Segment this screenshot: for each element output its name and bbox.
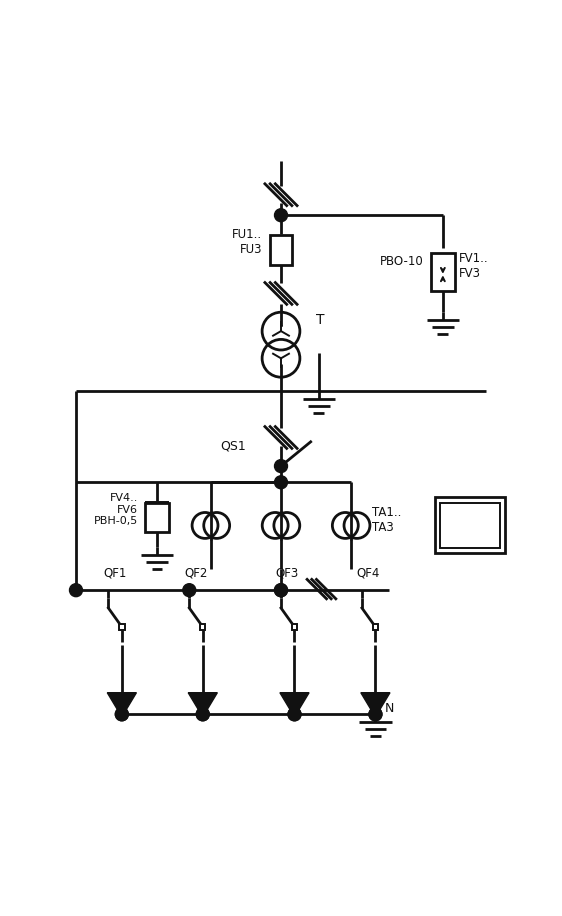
Text: QF2: QF2 bbox=[184, 566, 207, 580]
Bar bbox=[373, 624, 378, 629]
Text: FU1..
FU3: FU1.. FU3 bbox=[232, 228, 262, 256]
Bar bbox=[119, 624, 125, 629]
Text: PBO-10: PBO-10 bbox=[380, 255, 424, 267]
Circle shape bbox=[369, 708, 382, 721]
Circle shape bbox=[183, 583, 196, 596]
Bar bbox=[292, 624, 297, 629]
Polygon shape bbox=[107, 692, 137, 717]
Text: QF4: QF4 bbox=[357, 566, 380, 580]
Circle shape bbox=[288, 708, 301, 721]
Polygon shape bbox=[361, 692, 390, 717]
Circle shape bbox=[115, 708, 128, 721]
Text: QF1: QF1 bbox=[103, 566, 126, 580]
Bar bbox=[200, 624, 206, 629]
Circle shape bbox=[369, 708, 382, 721]
Text: FV1..
FV3: FV1.. FV3 bbox=[459, 253, 489, 280]
Circle shape bbox=[274, 209, 288, 222]
Polygon shape bbox=[188, 692, 217, 717]
Circle shape bbox=[196, 708, 209, 721]
Polygon shape bbox=[280, 692, 309, 717]
Text: TA1..
TA3: TA1.. TA3 bbox=[371, 506, 401, 534]
Circle shape bbox=[70, 583, 83, 596]
Text: FV4..
FV6
PBH-0,5: FV4.. FV6 PBH-0,5 bbox=[94, 493, 138, 527]
Circle shape bbox=[274, 460, 288, 473]
Circle shape bbox=[196, 708, 209, 721]
Bar bbox=[440, 503, 500, 548]
Text: T: T bbox=[316, 313, 325, 327]
Circle shape bbox=[288, 708, 301, 721]
Bar bbox=[270, 235, 292, 265]
Text: N: N bbox=[385, 703, 395, 715]
Text: Wh: Wh bbox=[459, 518, 481, 532]
Bar bbox=[431, 253, 455, 290]
Circle shape bbox=[115, 708, 128, 721]
Circle shape bbox=[274, 583, 288, 596]
Bar bbox=[435, 497, 505, 553]
Circle shape bbox=[274, 475, 288, 489]
Circle shape bbox=[274, 583, 288, 596]
Bar bbox=[145, 503, 169, 532]
Text: QS1: QS1 bbox=[220, 440, 246, 453]
Text: QF3: QF3 bbox=[276, 566, 299, 580]
